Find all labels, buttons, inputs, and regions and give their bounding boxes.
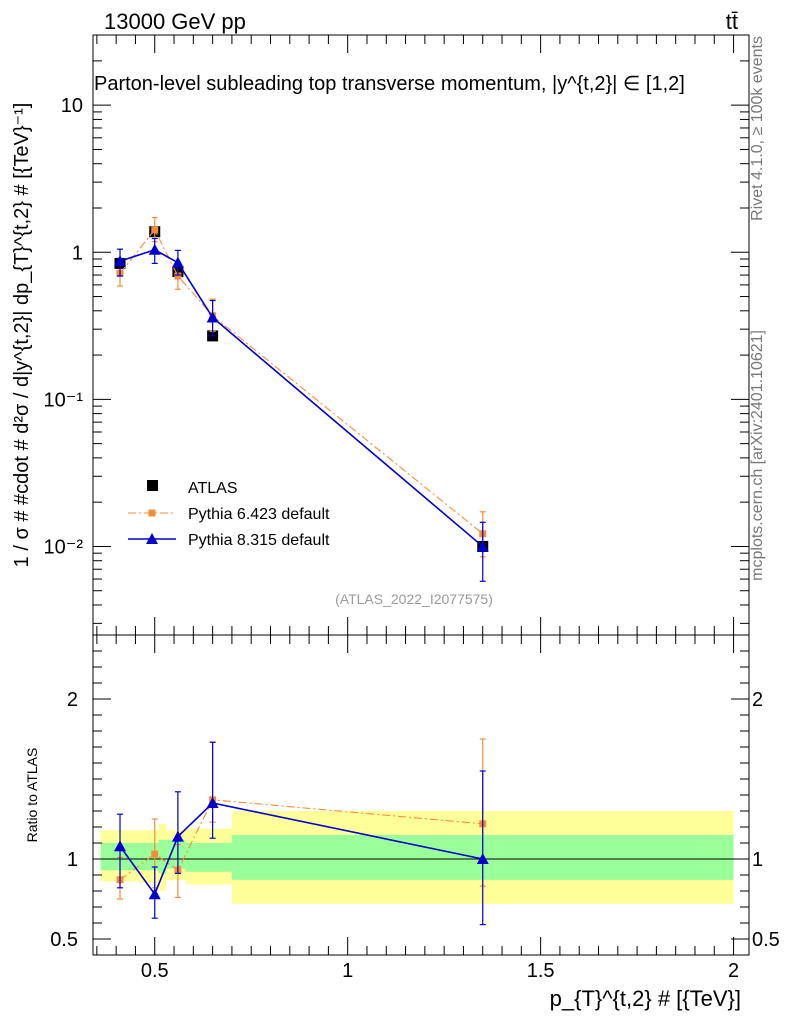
main-pythia-6-423-default-point bbox=[174, 272, 182, 280]
legend-label-atlas: ATLAS bbox=[188, 480, 238, 497]
main-panel: 10 1 10⁻¹ 10⁻² Parton-level subleading top … bbox=[11, 34, 750, 636]
analysis-id-annotation: (ATLAS_2022_I2077575) bbox=[335, 591, 493, 607]
x-tick-label: 1.5 bbox=[527, 960, 555, 982]
ratio-pythia-8-315-default-point bbox=[148, 888, 161, 900]
y-tick-label: 10 bbox=[61, 95, 83, 117]
uncertainty-band-green bbox=[158, 839, 167, 874]
energy-label: 13000 GeV pp bbox=[104, 9, 246, 34]
x-tick-label: 2 bbox=[728, 960, 739, 982]
legend-label-pythia8: Pythia 8.315 default bbox=[188, 532, 330, 549]
ratio-pythia-8-315-default-point bbox=[476, 853, 489, 864]
ratio-pythia-8-315-default-point bbox=[206, 797, 219, 808]
main-pythia-8-315-default-line bbox=[119, 248, 484, 548]
ratio-panel: 0.5 1 1.5 2 0.5 0.5 1 1 2 2 Ratio to ATLAS p_{T}^… bbox=[24, 634, 780, 1011]
rivet-label: Rivet 4.1.0, ≥ 100k events bbox=[749, 36, 766, 221]
ratio-pythia-8-315-default-point bbox=[171, 830, 184, 842]
main-title: Parton-level subleading top transverse m… bbox=[94, 73, 685, 95]
main-pythia-8-315-default-point bbox=[171, 256, 184, 268]
ratio-y-tick-label-right: 2 bbox=[752, 689, 763, 711]
main-pythia-8-315-default-point bbox=[476, 540, 489, 552]
process-label: tt̄ bbox=[726, 9, 738, 34]
y-tick-label: 10⁻² bbox=[44, 536, 84, 558]
ratio-y-tick-label-left: 0.5 bbox=[50, 929, 78, 951]
main-pythia-8-315-default-point bbox=[206, 311, 219, 323]
uncertainty-band-green bbox=[166, 839, 186, 869]
ratio-y-tick-label-left: 1 bbox=[67, 849, 78, 871]
ratio-pythia-8-315-default-point bbox=[114, 840, 127, 852]
legend-marker-atlas bbox=[147, 480, 158, 491]
legend-marker-pythia8 bbox=[146, 533, 158, 544]
ratio-y-tick-label-left: 2 bbox=[67, 689, 78, 711]
ratio-pythia-6-423-default-point bbox=[151, 850, 159, 858]
legend: ATLAS Pythia 6.423 default Pythia 8.315 … bbox=[128, 480, 330, 549]
ratio-y-axis-label: Ratio to ATLAS bbox=[24, 748, 40, 843]
main-y-axis-label: 1 / σ # #cdot # d²σ / d|y^{t,2}| dp_{T}^… bbox=[11, 103, 33, 568]
uncertainty-band-green bbox=[139, 843, 159, 871]
source-label: mcplots.cern.ch [arXiv:2401.10621] bbox=[749, 330, 766, 581]
x-tick-label: 0.5 bbox=[141, 960, 169, 982]
legend-label-pythia6: Pythia 6.423 default bbox=[188, 506, 330, 523]
ratio-y-tick-label-right: 1 bbox=[752, 849, 763, 871]
main-pythia-6-423-default-point bbox=[151, 226, 159, 234]
y-tick-label: 10⁻¹ bbox=[44, 389, 84, 411]
ratio-frame bbox=[92, 634, 750, 956]
main-pythia-8-315-default-point bbox=[114, 255, 127, 267]
uncertainty-band-green bbox=[185, 843, 232, 872]
ratio-y-tick-label-right: 0.5 bbox=[752, 929, 780, 951]
x-axis-label: p_{T}^{t,2} # [{TeV}] bbox=[550, 986, 741, 1011]
x-tick-label: 1 bbox=[342, 960, 353, 982]
y-tick-label: 1 bbox=[72, 242, 83, 264]
main-pythia-8-315-default-point bbox=[148, 243, 161, 255]
legend-marker-pythia6 bbox=[148, 509, 156, 517]
